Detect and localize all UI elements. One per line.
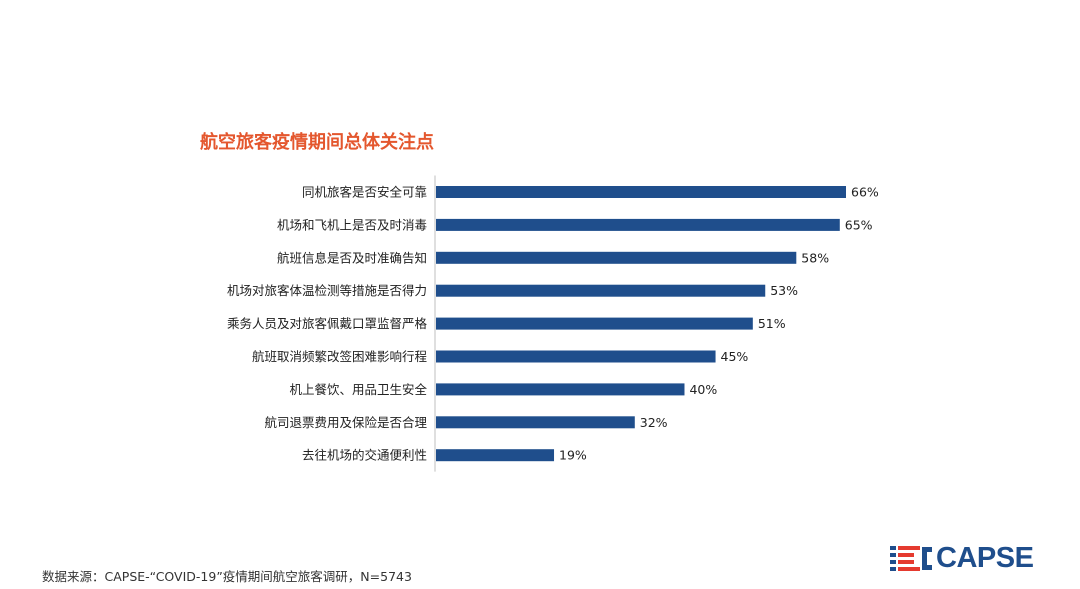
data-label: 65% <box>845 217 873 232</box>
bar <box>436 284 766 297</box>
data-label: 32% <box>640 415 668 430</box>
data-label: 40% <box>689 382 717 397</box>
data-label: 45% <box>721 349 749 364</box>
category-label: 航班信息是否及时准确告知 <box>277 250 427 265</box>
category-label: 同机旅客是否安全可靠 <box>302 185 427 200</box>
category-label: 机场对旅客体温检测等措施是否得力 <box>227 283 427 298</box>
category-label: 航司退票费用及保险是否合理 <box>264 415 427 430</box>
bar <box>436 251 797 264</box>
data-label: 51% <box>758 316 786 331</box>
bar <box>436 449 555 462</box>
category-label: 航班取消频繁改签困难影响行程 <box>252 349 428 364</box>
data-label: 58% <box>801 250 829 265</box>
capse-logo-text: CAPSE <box>936 542 1034 574</box>
data-label: 19% <box>559 448 587 463</box>
category-label: 乘务人员及对旅客佩戴口罩监督严格 <box>227 316 428 331</box>
bar <box>436 186 846 198</box>
data-label: 66% <box>851 185 879 200</box>
capse-logo: CAPSE <box>890 542 1034 574</box>
data-source-note: 数据来源：CAPSE-“COVID-19”疫情期间航空旅客调研，N=5743 <box>42 569 412 584</box>
chart-title: 航空旅客疫情期间总体关注点 <box>200 132 434 153</box>
category-label: 机场和飞机上是否及时消毒 <box>277 217 427 232</box>
bar <box>436 416 635 429</box>
bar <box>436 218 840 231</box>
category-label: 去往机场的交通便利性 <box>302 448 427 463</box>
bar <box>436 383 685 396</box>
category-label: 机上餐饮、用品卫生安全 <box>289 382 427 397</box>
data-label: 53% <box>770 283 798 298</box>
capse-logo-icon <box>890 546 932 571</box>
bar <box>436 317 753 330</box>
bar-chart: 同机旅客是否安全可靠 66% 机场和飞机上是否及时消毒 65% 航班信息是否及时准确告知… <box>227 175 879 472</box>
bar <box>436 350 716 363</box>
